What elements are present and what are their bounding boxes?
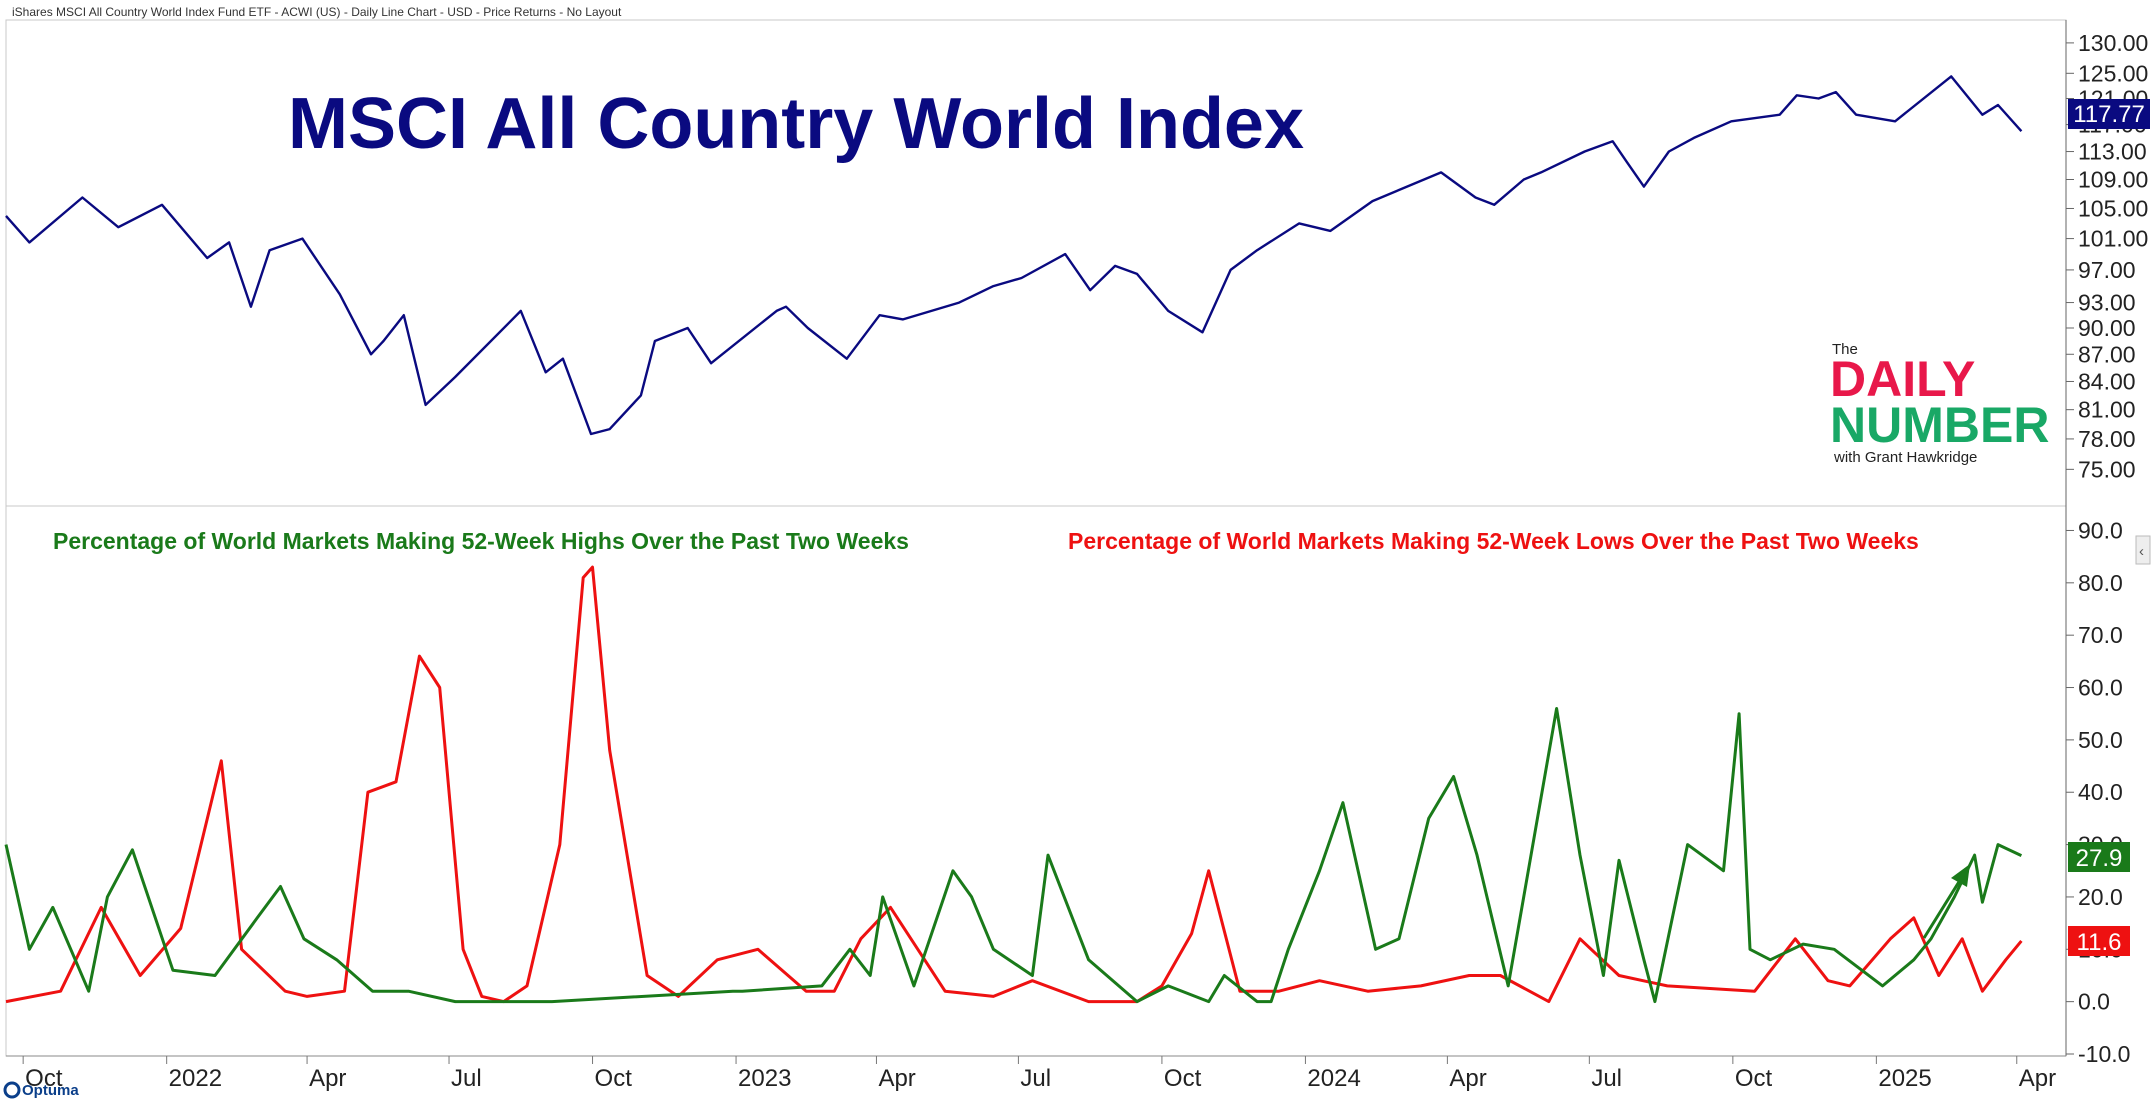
highs-series-title: Percentage of World Markets Making 52-We… [53,528,909,554]
highs-series-line [4,707,2023,1004]
optuma-logo-icon [3,1081,21,1099]
logo-daily-text: DAILY [1830,351,1975,407]
logo-number-text: NUMBER [1830,397,2049,453]
lower-y-axis: 90.080.070.060.050.040.030.020.010.00.0-… [2066,517,2130,1067]
x-tick-label: Oct [25,1065,63,1092]
upper-y-tick-label: 113.00 [2078,139,2147,165]
lower-y-tick-label: 80.0 [2078,570,2123,596]
x-tick-label: Apr [2019,1065,2056,1092]
lower-plot-area [4,565,2023,1004]
upper-y-tick-label: 81.00 [2078,397,2136,423]
upper-y-tick-label: 78.00 [2078,426,2136,452]
logo-byline-text: with Grant Hawkridge [1833,449,1977,466]
upper-y-tick-label: 130.00 [2078,30,2148,56]
x-tick-label: Apr [309,1065,346,1092]
lower-panel-frame [5,505,2067,1057]
x-tick-label: 2023 [738,1065,791,1092]
upper-y-axis: 130.00125.00121.00117.00113.00109.00105.… [2066,30,2148,482]
upper-chart-title: MSCI All Country World Index [288,84,1304,164]
x-tick-label: Oct [1164,1065,1202,1092]
daily-number-logo: The DAILY NUMBER with Grant Hawkridge [1830,341,2049,466]
x-tick-label: Jul [1591,1065,1622,1092]
trend-arrow [1922,864,1970,939]
source-line: iShares MSCI All Country World Index Fun… [12,5,622,19]
upper-y-tick-label: 109.00 [2078,166,2148,192]
x-axis: Oct 2022 Apr Jul Oct 2023 Apr Jul Oct 2024 Apr Jul O… [22,1056,2056,1092]
price-last-value-badge: 117.77 [2068,99,2150,129]
x-tick-label: Oct [595,1065,633,1092]
lower-y-tick-label: 0.0 [2078,989,2110,1015]
upper-y-tick-label: 101.00 [2078,226,2148,252]
upper-y-tick-label: 105.00 [2078,195,2148,221]
upper-y-tick-label: 97.00 [2078,257,2136,283]
lower-y-tick-label: 70.0 [2078,622,2123,648]
lower-y-tick-label: 60.0 [2078,675,2123,701]
upper-y-tick-label: 87.00 [2078,341,2136,367]
lower-y-tick-label: 90.0 [2078,517,2123,543]
upper-y-tick-label: 125.00 [2078,60,2148,86]
upper-plot-area [5,75,2023,436]
lows-series-title: Percentage of World Markets Making 52-We… [1068,528,1919,554]
upper-y-tick-label: 75.00 [2078,456,2136,482]
lower-y-tick-label: 20.0 [2078,884,2123,910]
price-series-line [5,75,2023,436]
price-last-value: 117.77 [2073,101,2145,128]
lower-y-tick-label: -10.0 [2078,1041,2130,1067]
x-tick-label: Jul [1020,1065,1051,1092]
lows-last-value-badge: 11.6 [2068,926,2130,956]
lower-y-tick-label: 40.0 [2078,779,2123,805]
x-tick-label: Apr [1449,1065,1486,1092]
x-tick-label: 2024 [1307,1065,1360,1092]
highs-last-value: 27.9 [2076,845,2123,872]
x-tick-label: Apr [878,1065,915,1092]
brand-mark[interactable]: Optuma [3,1081,79,1099]
panel-collapse-button[interactable]: ‹ [2135,535,2151,565]
chevron-left-icon: ‹ [2139,543,2144,560]
upper-y-tick-label: 84.00 [2078,368,2136,394]
logo-the-text: The [1832,341,1858,358]
lows-last-value: 11.6 [2077,929,2122,956]
x-tick-label: Oct [1735,1065,1773,1092]
x-tick-label: 2022 [169,1065,222,1092]
upper-y-tick-label: 90.00 [2078,315,2136,341]
x-tick-label: Jul [451,1065,482,1092]
highs-last-value-badge: 27.9 [2068,842,2130,872]
x-tick-label: 2025 [1878,1065,1931,1092]
lower-y-tick-label: 50.0 [2078,727,2123,753]
lows-series-line [5,565,2023,1004]
upper-y-tick-label: 93.00 [2078,290,2136,316]
brand-label: Optuma [22,1082,79,1099]
